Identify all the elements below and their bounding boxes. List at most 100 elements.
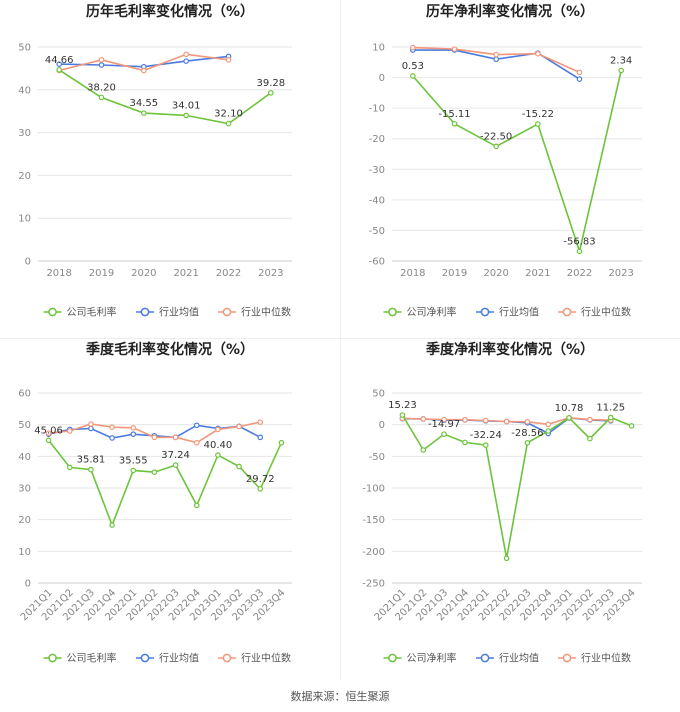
data-point-company xyxy=(587,435,593,442)
data-point-industry_avg xyxy=(130,431,137,437)
data-label: 34.01 xyxy=(172,100,201,111)
x-tick-label: 2020 xyxy=(131,268,156,279)
y-tick-label: 10 xyxy=(372,43,385,54)
legend-item[interactable]: 公司毛利率 xyxy=(43,306,117,319)
data-point-industry_median xyxy=(462,416,468,423)
data-label: 35.81 xyxy=(77,455,106,466)
y-tick-label: 0 xyxy=(25,257,31,268)
y-tick-label: 40 xyxy=(18,85,31,96)
legend-item[interactable]: 行业中位数 xyxy=(558,306,631,319)
data-point-company xyxy=(236,463,242,470)
legend-label: 公司净利率 xyxy=(407,652,457,665)
data-point-company xyxy=(410,73,416,79)
data-label: 29.72 xyxy=(246,474,275,485)
data-label: 15.23 xyxy=(388,400,417,411)
annual-net-margin-chart: 历年净利率变化情况（%） -60 -50 -40 -30 -20 -10 0 10 2018 201… xyxy=(369,3,642,319)
data-point-industry_median xyxy=(45,430,52,437)
legend-swatch-marker xyxy=(388,653,397,663)
data-point-company xyxy=(172,462,179,468)
data-point-industry_median xyxy=(451,46,458,52)
data-label: 44.66 xyxy=(45,55,74,66)
legend-item[interactable]: 行业均值 xyxy=(476,306,539,319)
legend-swatch-marker xyxy=(140,653,150,663)
legend-label: 行业中位数 xyxy=(581,652,631,665)
legend-item[interactable]: 行业均值 xyxy=(476,652,539,665)
x-tick-label: 2022 xyxy=(567,268,592,279)
y-tick-label: 10 xyxy=(18,547,31,558)
y-tick-label: -100 xyxy=(362,484,385,495)
x-tick-label: 2019 xyxy=(442,268,467,279)
data-label: 38.20 xyxy=(87,83,116,94)
data-label: 39.28 xyxy=(257,78,286,89)
data-label: 10.78 xyxy=(555,403,584,414)
data-point-company xyxy=(628,423,635,429)
data-label: 37.24 xyxy=(161,450,190,461)
quarterly-net-margin-chart: 季度净利率变化情况（%）-250-200-150-100-500502021Q1… xyxy=(362,341,642,665)
data-point-company xyxy=(535,121,541,127)
y-tick-label: 30 xyxy=(18,484,31,495)
data-label: 45.06 xyxy=(34,425,63,436)
data-point-industry_avg xyxy=(576,76,583,82)
data-point-industry_median xyxy=(524,419,531,425)
legend-swatch-marker xyxy=(562,307,572,317)
x-tick-label: 2022 xyxy=(216,268,241,279)
data-point-company xyxy=(607,414,614,421)
x-tick-label: 2019 xyxy=(89,268,114,279)
data-point-industry_median xyxy=(420,416,427,422)
legend-item[interactable]: 行业中位数 xyxy=(218,306,291,319)
y-tick-label: -10 xyxy=(369,104,385,115)
data-point-company xyxy=(183,112,189,119)
data-point-industry_avg xyxy=(193,422,200,429)
legend-swatch-marker xyxy=(222,307,232,317)
legend-item[interactable]: 公司净利率 xyxy=(383,306,457,319)
data-point-industry_median xyxy=(441,416,447,423)
legend-item[interactable]: 行业中位数 xyxy=(558,652,631,665)
legend-swatch-marker xyxy=(48,653,57,663)
data-point-industry_avg xyxy=(88,425,94,432)
series-line-company xyxy=(412,70,622,255)
series-line-company xyxy=(47,439,283,528)
legend-item[interactable]: 行业均值 xyxy=(136,306,199,319)
legend-label: 公司毛利率 xyxy=(67,306,117,319)
legend-label: 行业中位数 xyxy=(241,652,291,665)
y-tick-label: -60 xyxy=(369,257,385,268)
x-tick-label: 2021 xyxy=(525,268,550,279)
y-tick-label: 50 xyxy=(18,43,31,54)
data-point-company xyxy=(268,90,274,96)
legend-item[interactable]: 行业中位数 xyxy=(218,652,291,665)
y-tick-label: -150 xyxy=(362,515,385,526)
y-tick-label: 50 xyxy=(372,389,385,400)
y-tick-label: 20 xyxy=(18,171,31,182)
data-point-company xyxy=(193,502,200,509)
y-tick-label: -40 xyxy=(369,195,385,206)
data-point-industry_avg xyxy=(98,62,105,68)
chart-title: 历年毛利率变化情况（%） xyxy=(86,3,254,20)
legend-item[interactable]: 公司毛利率 xyxy=(43,652,117,665)
x-tick-label: 2023 xyxy=(608,268,633,279)
data-point-industry_median xyxy=(141,67,147,74)
data-point-industry_median xyxy=(535,50,541,57)
data-point-industry_median xyxy=(172,434,179,441)
data-point-industry_median xyxy=(410,44,416,51)
y-tick-label: 0 xyxy=(379,420,385,431)
series-line-company xyxy=(401,414,632,559)
data-point-industry_median xyxy=(88,421,94,427)
legend-item[interactable]: 行业均值 xyxy=(136,652,199,665)
legend-swatch-marker xyxy=(388,307,397,317)
x-tick-label: 2023 xyxy=(258,268,283,279)
quarterly-gross-margin-chart: 季度毛利率变化情况（%）01020304050602021Q12021Q2202… xyxy=(18,341,292,665)
data-point-industry_median xyxy=(236,423,242,430)
data-point-industry_median xyxy=(66,428,73,434)
x-tick-label: 2020 xyxy=(483,268,508,279)
data-point-industry_median xyxy=(215,426,221,433)
data-point-company xyxy=(524,439,531,446)
data-point-industry_median xyxy=(576,69,583,76)
data-point-industry_median xyxy=(130,425,137,431)
chart-title: 历年净利率变化情况（%） xyxy=(426,3,594,20)
legend-swatch-marker xyxy=(562,653,572,663)
y-tick-label: -20 xyxy=(369,134,385,145)
y-tick-label: 0 xyxy=(379,73,385,84)
legend-item[interactable]: 公司净利率 xyxy=(383,652,457,665)
chart-title: 季度净利率变化情况（%） xyxy=(425,341,594,358)
y-tick-label: 40 xyxy=(18,452,31,463)
